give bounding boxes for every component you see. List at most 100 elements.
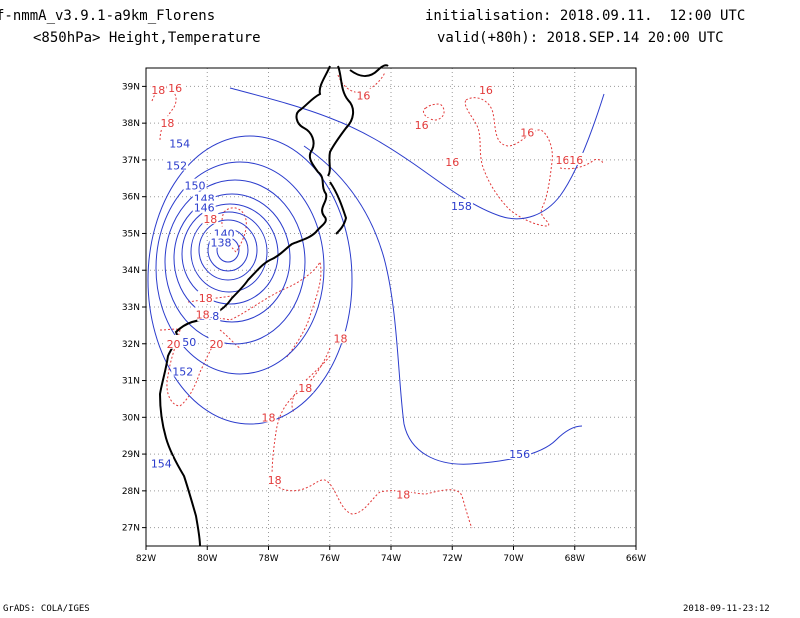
height-contour-label: 150 <box>185 180 206 193</box>
height-contour-label-bg <box>149 456 173 469</box>
height-contour-144 <box>190 211 268 293</box>
temp-contour-label: 18 <box>151 84 165 97</box>
x-tick-label: 82W <box>136 554 156 564</box>
temp-contour-label-bg <box>208 336 225 349</box>
height-contour-154 <box>147 135 353 425</box>
temp-contour-label-bg <box>554 152 571 165</box>
temp-contour-16-north <box>337 71 386 94</box>
height-contour-158 <box>229 87 605 220</box>
temp-contour-label-bg <box>355 88 372 101</box>
level-title: <850hPa> Height,Temperature <box>33 30 261 46</box>
temp-contour-20-mid <box>219 329 241 349</box>
height-contour-label-bg <box>168 136 192 149</box>
temp-contour-18-south <box>271 347 473 529</box>
temp-contour-label-bg <box>297 380 314 393</box>
temp-contour-label: 16 <box>415 119 429 132</box>
height-contour-label-bg <box>192 200 216 213</box>
temp-contour-label: 18 <box>298 382 312 395</box>
coastline-outer-banks <box>329 181 348 235</box>
height-contour-label: 154 <box>151 457 172 470</box>
temp-contour-label: 20 <box>209 338 223 351</box>
temp-contour-label: 18 <box>262 411 276 424</box>
footer-credit: GrADS: COLA/IGES <box>3 604 90 614</box>
footer-timestamp: 2018-09-11-23:12 <box>683 604 770 614</box>
temp-contour-20-west <box>159 328 215 407</box>
temp-contour-label: 18 <box>396 489 410 502</box>
x-tick-label: 72W <box>442 554 462 564</box>
temp-contour-label-bg <box>159 116 176 129</box>
coastline-delmarva <box>349 64 389 77</box>
temp-contour-label-bg <box>150 83 167 96</box>
x-tick-label: 66W <box>626 554 646 564</box>
temp-contour-label: 16 <box>479 84 493 97</box>
y-tick-label: 27N <box>122 524 140 534</box>
temp-contour-label-bg <box>444 154 461 167</box>
height-contour-label: 152 <box>172 365 193 378</box>
temp-contour-label: 16 <box>520 126 534 139</box>
y-tick-label: 33N <box>122 303 140 313</box>
temp-contour-18-coast-2 <box>194 260 322 359</box>
temp-contour-label-bg <box>260 410 277 423</box>
height-contour-label-bg <box>212 226 236 239</box>
height-contour-label: 138 <box>211 237 232 250</box>
height-contour-label: 158 <box>451 200 472 213</box>
model-title: f-nmmA_v3.9.1-a9km_Florens <box>0 8 216 24</box>
y-tick-label: 32N <box>122 340 140 350</box>
temp-contour-label: 16 <box>569 154 583 167</box>
temp-contour-18-south-2 <box>291 355 331 413</box>
axes: 82W 80W 78W 76W 74W 72W 70W 68W 66W 27N 28N 29N 30N 3… <box>122 82 646 564</box>
y-tick-label: 36N <box>122 193 140 203</box>
temp-contour-label-bg <box>477 83 494 96</box>
height-contour-142 <box>198 219 258 281</box>
height-contour-156 <box>303 145 583 465</box>
height-contour-146 <box>181 203 279 305</box>
x-tick-label: 78W <box>258 554 278 564</box>
temp-contour-label: 16 <box>445 156 459 169</box>
x-tick-label: 76W <box>320 554 340 564</box>
temp-contour-label: 18 <box>203 213 217 226</box>
height-contours <box>147 87 605 465</box>
coastline <box>158 64 389 547</box>
x-tick-label: 70W <box>503 554 523 564</box>
temp-contour-16-east-2 <box>559 159 603 170</box>
y-tick-label: 37N <box>122 156 140 166</box>
height-contour-152 <box>155 161 325 375</box>
temp-contour-label-bg <box>413 117 430 130</box>
y-tick-label: 35N <box>122 229 140 239</box>
x-tick-label: 80W <box>197 554 217 564</box>
map-frame <box>145 67 637 547</box>
temp-contour-label-bg <box>568 152 585 165</box>
y-tick-label: 29N <box>122 450 140 460</box>
height-contour-150 <box>164 179 306 345</box>
temp-contour-label: 18 <box>268 474 282 487</box>
contour-labels: 1541521501481461401381481501521541561581… <box>149 81 585 502</box>
height-contour-label-bg <box>165 158 189 171</box>
temp-contour-16-east <box>422 103 445 121</box>
y-tick-label: 34N <box>122 266 140 276</box>
temp-contour-label-bg <box>395 487 412 500</box>
height-contour-label-bg <box>449 198 473 211</box>
temp-contour-label-bg <box>194 307 211 320</box>
height-contour-148 <box>173 193 291 323</box>
init-time: initialisation: 2018.09.11. 12:00 UTC <box>425 8 746 24</box>
height-contour-label: 152 <box>166 159 187 172</box>
temp-contour-label: 16 <box>356 90 370 103</box>
temp-contour-label: 16 <box>556 154 570 167</box>
x-tick-label: 68W <box>565 554 585 564</box>
temp-contour-label-bg <box>332 331 349 344</box>
height-contour-label: 156 <box>509 448 530 461</box>
x-tick-label: 74W <box>381 554 401 564</box>
grid-lines <box>146 68 636 546</box>
temp-contour-label: 20 <box>167 338 181 351</box>
y-tick-label: 39N <box>122 82 140 92</box>
height-contour-label-bg <box>183 178 207 191</box>
temp-contour-label: 16 <box>168 82 182 95</box>
temp-contour-label: 18 <box>160 117 174 130</box>
height-contour-label-bg <box>508 447 532 460</box>
temp-contour-label: 18 <box>333 332 347 345</box>
temp-contour-18-cyclone <box>221 207 247 253</box>
temp-contour-16-east-loop <box>464 97 553 227</box>
temp-contour-label-bg <box>202 211 219 224</box>
valid-time: valid(+80h): 2018.SEP.14 20:00 UTC <box>437 30 724 46</box>
coastline-chesapeake <box>327 65 354 177</box>
